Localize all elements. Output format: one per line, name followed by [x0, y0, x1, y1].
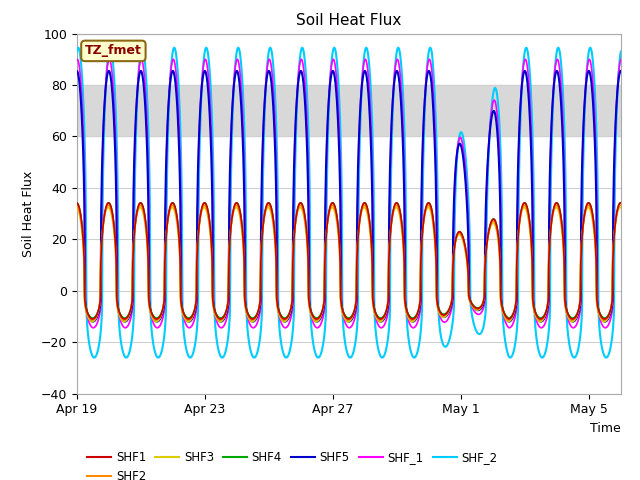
- X-axis label: Time: Time: [590, 422, 621, 435]
- Bar: [77, 85, 621, 136]
- Title: Soil Heat Flux: Soil Heat Flux: [296, 13, 401, 28]
- Y-axis label: Soil Heat Flux: Soil Heat Flux: [22, 170, 35, 257]
- Text: TZ_fmet: TZ_fmet: [85, 44, 142, 58]
- Legend: SHF1, SHF2, SHF3, SHF4, SHF5, SHF_1, SHF_2: SHF1, SHF2, SHF3, SHF4, SHF5, SHF_1, SHF…: [83, 446, 502, 480]
